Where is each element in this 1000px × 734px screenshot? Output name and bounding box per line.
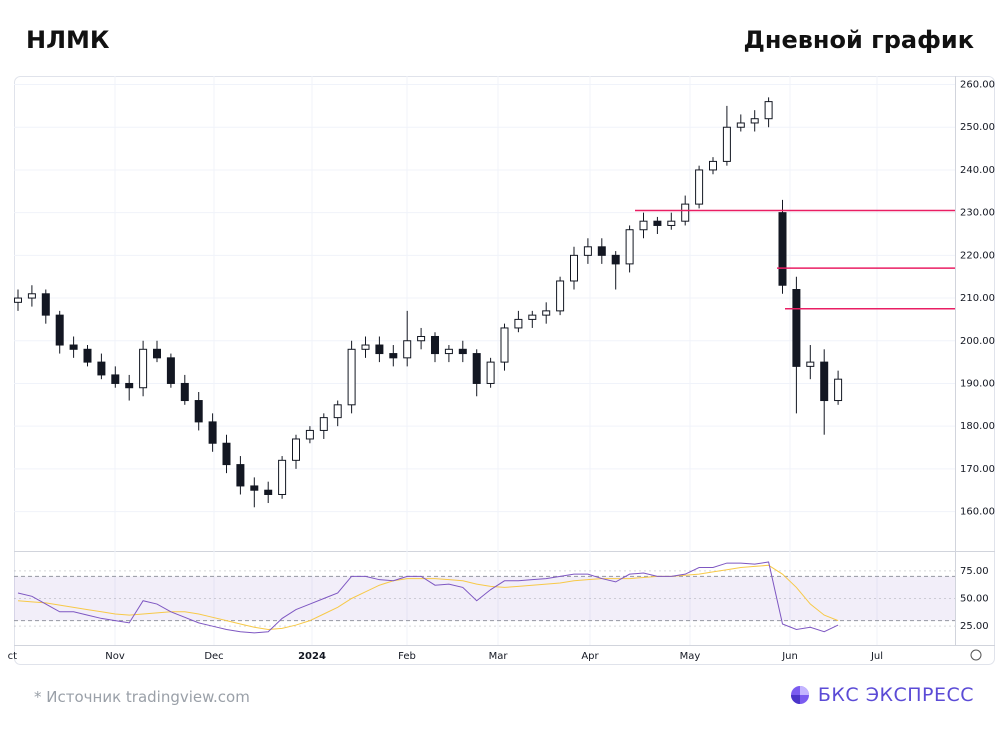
y-tick-label: 200.00 [960,336,995,347]
candle-body [556,280,565,312]
candle-body [722,126,731,162]
candle-body [14,297,22,303]
candle-body [444,348,453,355]
brand-name: БКС ЭКСПРЕСС [817,684,974,706]
rsi-tick-label: 50.00 [960,594,989,605]
subtitle: Дневной график [743,26,975,54]
rsi-band [14,576,955,621]
settings-icon[interactable] [970,649,982,661]
candle-body [222,442,231,466]
candle-body [166,357,175,384]
candle-body [500,327,509,363]
y-tick-label: 160.00 [960,507,995,518]
candle-body [375,344,384,355]
candle-body [153,348,161,359]
candle-body [611,254,620,265]
candle-body [305,429,314,440]
x-tick-label: Nov [105,651,125,662]
x-tick-label: Feb [398,651,416,662]
candle-body [486,361,495,384]
source-note: * Источник tradingview.com [34,688,250,706]
candle-body [695,169,704,205]
y-tick-label: 190.00 [960,378,995,389]
brand-logo [790,686,809,704]
candle-body [319,417,328,431]
candle-body [139,348,148,389]
rsi-ma-line [17,564,839,631]
y-tick-label: 240.00 [960,165,995,176]
candle-body [570,254,578,282]
rsi-tick-label: 75.00 [960,566,989,577]
candle-body [597,246,606,256]
candle-body [180,382,189,402]
candle-body [41,293,50,316]
candle-body [69,344,78,350]
candle-body [83,348,92,363]
candle-body [639,220,648,231]
x-tick-label: Jun [781,651,798,662]
candle-body [417,335,426,342]
candle-body [528,314,537,320]
candle-body [778,212,787,286]
candle-body [625,229,634,265]
candle-body [542,310,551,316]
candle-body [347,348,356,406]
candle-body [431,335,439,355]
y-tick-label: 210.00 [960,293,995,304]
x-tick-label: Jul [870,651,883,662]
candle-body [820,361,829,402]
y-tick-label: 260.00 [960,80,995,91]
candle-body [806,361,815,367]
candle-body [736,122,745,128]
candle-body [709,160,717,171]
candle-body [97,361,106,376]
x-tick-label: May [680,651,701,662]
candle-body [292,438,300,461]
y-tick-label: 230.00 [960,208,995,219]
x-tick-label: 2024 [298,651,326,662]
candle-body [194,400,203,423]
candle-body [264,489,273,495]
candle-body [472,353,481,384]
candle-body [27,293,36,299]
x-tick-label: Apr [581,651,599,662]
candle-body [111,374,120,384]
rsi-tick-label: 25.00 [960,621,989,632]
candle-body [792,289,801,367]
y-tick-label: 250.00 [960,122,995,133]
y-tick-label: 180.00 [960,421,995,432]
x-tick-label: Dec [204,651,223,662]
x-tick-label: Mar [489,651,509,662]
candle-body [403,340,412,359]
candle-body [389,353,398,359]
title: НЛМК [26,26,110,54]
candle-body [750,118,759,124]
y-tick-label: 220.00 [960,250,995,261]
candle-body [333,404,342,419]
candle-body [125,382,134,389]
main-pane: ct Nov Dec 2024 Feb Mar Apr May Jun Jul 160.00 170.… [8,76,995,662]
brand: БКС ЭКСПРЕСС [790,684,974,706]
candle-body [208,421,217,444]
candle-body [361,344,370,350]
y-tick-label: 170.00 [960,464,995,475]
candle-body [278,459,287,495]
candle-body [583,246,592,256]
x-tick-label: ct [8,651,17,662]
candle-body [250,485,259,491]
chart-frame [14,76,995,665]
rsi-line [17,561,839,634]
candle-body [458,348,467,355]
candle-body [514,318,523,329]
candle-body [55,314,64,346]
candle-body [764,101,773,120]
candle-body [653,220,662,226]
candle-body [236,464,245,487]
candle-body [681,203,690,222]
candle-body [834,378,843,402]
candle-body [667,220,676,226]
